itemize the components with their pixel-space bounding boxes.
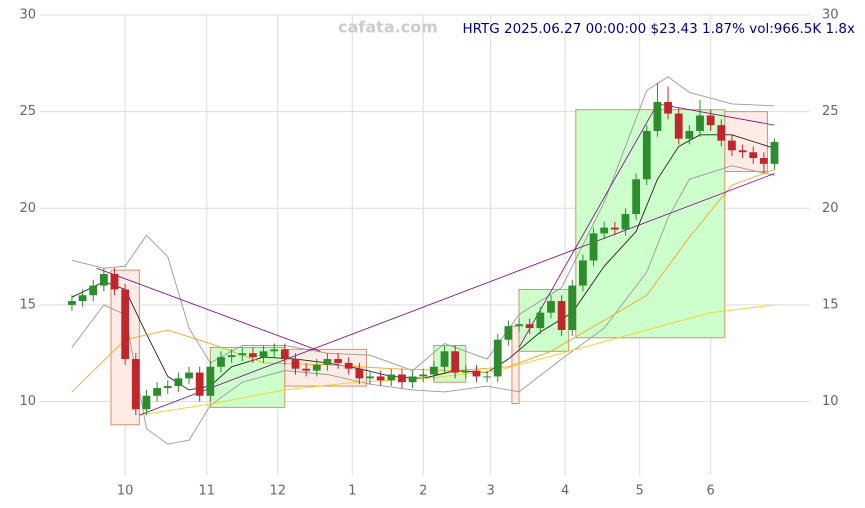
- candle-body: [302, 368, 311, 371]
- candle-body: [664, 101, 672, 114]
- x-tick-label: 4: [561, 484, 569, 499]
- candle-body: [493, 339, 502, 377]
- candle-body: [68, 301, 76, 305]
- y-tick-label: 10: [19, 394, 36, 409]
- candle-body: [334, 359, 342, 363]
- candle-body: [547, 301, 555, 313]
- y-tick-label-right: 20: [822, 201, 839, 216]
- candle-body: [632, 179, 641, 215]
- candle-body: [429, 366, 438, 375]
- candle-body: [323, 359, 332, 365]
- candle-body: [621, 214, 630, 230]
- candle-body: [653, 101, 662, 131]
- candle-body: [525, 324, 534, 329]
- candle-body: [217, 357, 225, 367]
- chart-title: HRTG 2025.06.27 00:00:00 $23.43 1.87% vo…: [462, 21, 855, 37]
- candle-body: [557, 301, 566, 331]
- candle-body: [440, 351, 449, 367]
- y-tick-label-right: 25: [822, 104, 839, 119]
- candle-body: [536, 312, 545, 329]
- candle-body: [163, 386, 172, 389]
- trend-line: [96, 267, 321, 352]
- watermark: cafata.com: [338, 18, 438, 37]
- candle-body: [78, 295, 87, 302]
- candle-body: [355, 368, 364, 379]
- candle-layer: [68, 82, 779, 416]
- y-tick-label: 30: [19, 8, 36, 23]
- candle-body: [270, 349, 279, 352]
- candle-body: [185, 372, 193, 379]
- candle-body: [206, 366, 215, 396]
- candle-body: [121, 289, 130, 360]
- candle-body: [504, 326, 513, 340]
- candle-body: [483, 376, 491, 378]
- candle-body: [195, 372, 204, 396]
- candle-body: [398, 374, 406, 383]
- x-tick-label: 2: [419, 484, 427, 499]
- x-tick-label: 10: [117, 484, 134, 499]
- candle-body: [142, 395, 151, 410]
- candle-body: [728, 140, 736, 151]
- candle-body: [706, 115, 715, 126]
- candle-body: [579, 260, 587, 286]
- candle-body: [568, 285, 577, 331]
- candle-body: [280, 349, 289, 360]
- candle-body: [770, 141, 779, 164]
- candle-body: [515, 324, 523, 327]
- candle-body: [717, 125, 726, 141]
- candle-body: [249, 353, 257, 358]
- y-tick-label-right: 15: [822, 297, 839, 312]
- candle-body: [749, 152, 758, 159]
- indicator-line: [71, 165, 775, 445]
- text-layer: cafata.com HRTG 2025.06.27 00:00:00 $23.…: [19, 8, 855, 499]
- candle-body: [89, 285, 98, 296]
- candle-body: [238, 353, 247, 356]
- candle-body: [419, 374, 428, 377]
- y-tick-label: 15: [19, 297, 36, 312]
- candle-body: [344, 362, 353, 369]
- y-tick-label-right: 10: [822, 394, 839, 409]
- candle-body: [451, 351, 460, 373]
- indicator-line: [71, 134, 775, 391]
- trend-line: [139, 173, 775, 416]
- x-tick-label: 11: [199, 484, 216, 499]
- candle-body: [610, 227, 619, 230]
- candle-body: [642, 130, 651, 180]
- candle-body: [153, 388, 161, 396]
- candle-body: [291, 359, 300, 369]
- candle-body: [738, 150, 747, 153]
- x-tick-label: 1: [348, 484, 356, 499]
- candle-body: [312, 364, 321, 371]
- indicator-line: [139, 304, 775, 416]
- candle-body: [366, 376, 374, 379]
- candle-body: [131, 359, 140, 410]
- trend-line: [657, 103, 775, 126]
- candle-body: [696, 115, 704, 131]
- candle-body: [408, 376, 417, 383]
- candle-body: [685, 130, 694, 139]
- x-tick-label: 3: [487, 484, 495, 499]
- y-tick-label-right: 30: [822, 8, 839, 23]
- candle-body: [259, 351, 268, 358]
- candle-body: [674, 113, 683, 139]
- candle-body: [376, 376, 385, 381]
- candle-body: [589, 233, 598, 261]
- candle-body: [387, 374, 396, 381]
- candle-body: [174, 378, 183, 387]
- y-tick-label: 20: [19, 201, 36, 216]
- candle-body: [600, 227, 609, 234]
- candle-body: [110, 273, 119, 290]
- candle-body: [227, 355, 236, 358]
- trend-line: [518, 103, 658, 348]
- candle-body: [99, 273, 108, 286]
- x-tick-label: 6: [707, 484, 715, 499]
- x-tick-label: 5: [636, 484, 644, 499]
- candle-body: [472, 370, 481, 377]
- x-tick-label: 12: [269, 484, 286, 499]
- candle-body: [759, 158, 768, 164]
- candle-body: [461, 370, 470, 373]
- box-layer: [110, 109, 768, 426]
- y-tick-label: 25: [19, 104, 36, 119]
